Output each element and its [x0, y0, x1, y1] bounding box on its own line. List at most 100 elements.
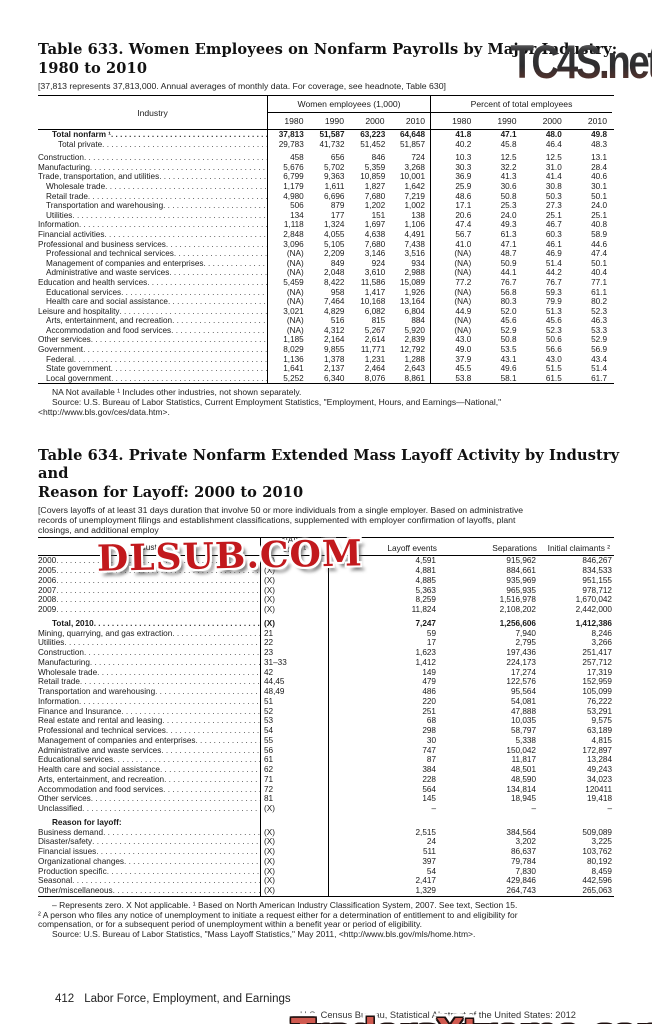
census-source-line: U.S. Census Bureau, Statistical Abstract…: [300, 1010, 576, 1020]
value-cell: 59.3: [545, 287, 562, 297]
dot-leader: [124, 857, 260, 867]
industry-label: Arts, entertainment, and recreation: [38, 774, 165, 784]
industry-label: Professional and business services: [38, 239, 166, 249]
value-cell: 37,813: [278, 130, 304, 139]
table634-header: Industry NAICS code ¹ Layoff events Sepa…: [38, 536, 614, 557]
table633-body: Total nonfarm ¹ 37,813 51,587 63,223 64,…: [38, 130, 614, 384]
industry-label: Finance and Insurance: [38, 706, 122, 716]
separations-cell: 3,202: [515, 837, 537, 847]
table-row: Financial issues (X) 511 86,637 103,762: [38, 847, 614, 857]
footnote-line: <http://www.bls.gov/ces/data.htm>.: [38, 407, 170, 418]
value-cell: 5,702: [324, 162, 345, 172]
value-cell: 12.5: [545, 153, 562, 163]
initial-claimants-cell: 76,222: [586, 696, 612, 706]
value-cell: 25.9: [455, 181, 472, 191]
initial-claimants-cell: 19,418: [586, 794, 612, 804]
naics-code-cell: (X): [261, 837, 329, 848]
value-cell: 10,168: [360, 297, 386, 307]
year-header: 2000: [365, 116, 385, 126]
table-row: Real estate and rental and leasing 53 68…: [38, 716, 614, 727]
industry-label-cell: Transportation and warehousing: [38, 687, 261, 697]
industry-label-cell: 2006: [38, 575, 261, 586]
separations-cell: –: [531, 804, 536, 814]
separations-cell: [441, 814, 541, 828]
industry-label-cell: Utilities: [38, 638, 261, 649]
value-cell: (NA): [454, 287, 472, 297]
value-cell: 48.6: [455, 191, 472, 201]
naics-code-cell: (X): [261, 614, 329, 629]
table633-group1-label: Women employees (1,000): [268, 96, 430, 113]
industry-label-cell: Government: [38, 345, 268, 355]
value-cell: 41,732: [319, 139, 345, 149]
dot-leader: [168, 297, 267, 307]
value-cell: 815: [371, 316, 386, 326]
value-cell: 50.6: [545, 335, 562, 345]
initial-claimants-cell: 105,099: [582, 687, 612, 697]
layoff-events-cell: 298: [422, 726, 436, 736]
value-cell: 58.9: [591, 229, 607, 239]
dot-leader: [56, 595, 260, 605]
page-number: 412: [55, 993, 75, 1005]
table-row: Transportation and warehousing 506 879 1…: [38, 201, 614, 211]
layoff-events-cell: 1,329: [415, 886, 437, 896]
industry-label-cell: Accommodation and food services: [38, 784, 261, 795]
table-row: Other/miscellaneous (X) 1,329 264,743 26…: [38, 886, 614, 896]
table633-footnotes: NA Not available ¹ Includes other indust…: [38, 388, 652, 417]
separations-cell: 86,637: [510, 847, 536, 857]
industry-label: Management of companies and enterprises: [38, 735, 196, 745]
industry-label: Other/miscellaneous: [38, 886, 113, 896]
table-row: Information 51 220 54,081 76,222: [38, 696, 614, 707]
table634-footnotes: – Represents zero. X Not applicable. ¹ B…: [38, 900, 652, 940]
dot-leader: [56, 605, 260, 615]
table633-group1: Women employees (1,000) 1980 1990 2000 2…: [268, 96, 431, 129]
industry-label: Accommodation and food services: [38, 784, 164, 794]
industry-label-cell: Organizational changes: [38, 856, 261, 867]
value-cell: (NA): [286, 268, 304, 278]
initial-claimants-cell: 257,712: [582, 657, 612, 667]
industry-label-cell: Total nonfarm ¹: [38, 130, 268, 140]
industry-label: Total, 2010: [52, 618, 94, 628]
dot-leader: [169, 268, 267, 278]
dot-leader: [84, 648, 260, 658]
dot-leader: [172, 629, 260, 639]
value-cell: 40.4: [591, 268, 607, 278]
value-cell: 8,029: [283, 345, 304, 355]
value-cell: 7,219: [390, 191, 431, 202]
initial-claimants-cell: 442,596: [582, 876, 612, 886]
value-cell: (NA): [286, 297, 304, 307]
table-row: Reason for layoff:: [38, 813, 614, 828]
naics-code-cell: 51: [261, 696, 329, 707]
layoff-events-cell: 68: [426, 716, 436, 726]
initial-claimants-cell: 80,192: [586, 856, 612, 866]
table-row: Manufacturing 5,676 5,702 5,359 3,268 30…: [38, 162, 614, 173]
industry-label: Wholesale trade: [38, 667, 98, 677]
table633-headnote: [37,813 represents 37,813,000. Annual av…: [38, 81, 446, 91]
naics-code-cell: 71: [261, 774, 329, 785]
industry-label: Other services: [38, 335, 91, 345]
industry-label-cell: Real estate and rental and leasing: [38, 716, 261, 727]
table-row: Manufacturing 31–33 1,412 224,173 257,71…: [38, 657, 614, 668]
industry-label-cell: Information: [38, 220, 268, 230]
separations-cell: 134,814: [506, 784, 536, 794]
value-cell: 958: [330, 287, 345, 297]
value-cell: 8,861: [390, 373, 431, 384]
initial-claimants-cell: 172,897: [582, 745, 612, 755]
value-cell: 58.1: [500, 373, 517, 383]
industry-label: Health care and social assistance: [38, 765, 160, 775]
dot-leader: [107, 867, 260, 877]
industry-label-cell: Production specific: [38, 866, 261, 877]
value-cell: 44.6: [591, 239, 607, 249]
layoff-events-cell: 145: [422, 794, 436, 804]
table-row: Management of companies and enterprises …: [38, 258, 614, 269]
naics-code-cell: (X): [261, 595, 329, 606]
value-cell: 3,021: [283, 306, 304, 316]
value-cell: 77.2: [455, 277, 472, 287]
value-cell: 4,638: [364, 229, 386, 239]
industry-label: 2006: [38, 575, 57, 585]
value-cell: 17.1: [455, 201, 472, 211]
value-cell: 50.3: [545, 191, 562, 201]
value-cell: (NA): [454, 325, 472, 335]
value-cell: 43.0: [455, 335, 472, 345]
dot-leader: [90, 163, 267, 173]
value-cell: 2,988: [390, 268, 431, 278]
